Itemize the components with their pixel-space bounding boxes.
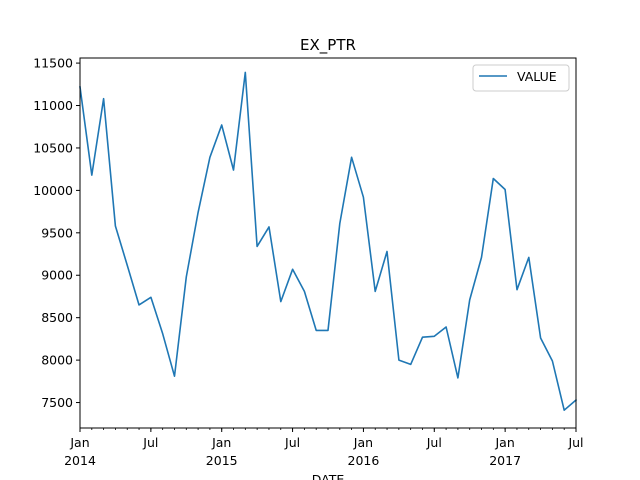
y-tick-label: 10500: [33, 140, 73, 155]
series-line-value: [79, 71, 578, 412]
x-tick-label: Jan: [211, 435, 231, 450]
y-tick-label: 11500: [33, 56, 73, 71]
x-tick-label: Jan: [353, 435, 373, 450]
x-tick-label: Jul: [284, 435, 300, 450]
y-tick-label: 11000: [33, 98, 73, 113]
y-tick-label: 10000: [33, 183, 73, 198]
x-tick-label: Jul: [567, 435, 583, 450]
x-tick-year-label: 2017: [489, 453, 521, 468]
y-axis: 7500 8000 8500 9000 9500 10000 10500 11000 11500: [33, 56, 80, 410]
legend: VALUE: [472, 64, 570, 92]
x-axis-label: DATE: [312, 472, 345, 480]
x-tick-label: Jan: [69, 435, 89, 450]
plot-area: [80, 58, 576, 428]
y-tick-label: 8000: [41, 353, 73, 368]
x-tick-year-label: 2015: [206, 453, 238, 468]
chart-title: EX_PTR: [300, 36, 356, 55]
x-axis: Jan 2014 Jul Jan 2015 Jul Jan 2016 Jul Jan 2017 Jul: [64, 428, 584, 468]
y-tick-label: 8500: [41, 310, 73, 325]
x-tick-label: Jul: [142, 435, 158, 450]
x-tick-label: Jan: [495, 435, 515, 450]
x-tick-label: Jul: [426, 435, 442, 450]
x-tick-year-label: 2016: [348, 453, 380, 468]
y-tick-label: 9500: [41, 225, 73, 240]
y-tick-label: 9000: [41, 268, 73, 283]
y-tick-label: 7500: [41, 395, 73, 410]
legend-label: VALUE: [517, 69, 557, 84]
series-layer: [79, 71, 578, 412]
plot-frame: [79, 57, 577, 429]
legend-box: [472, 64, 570, 92]
x-tick-year-label: 2014: [64, 453, 96, 468]
